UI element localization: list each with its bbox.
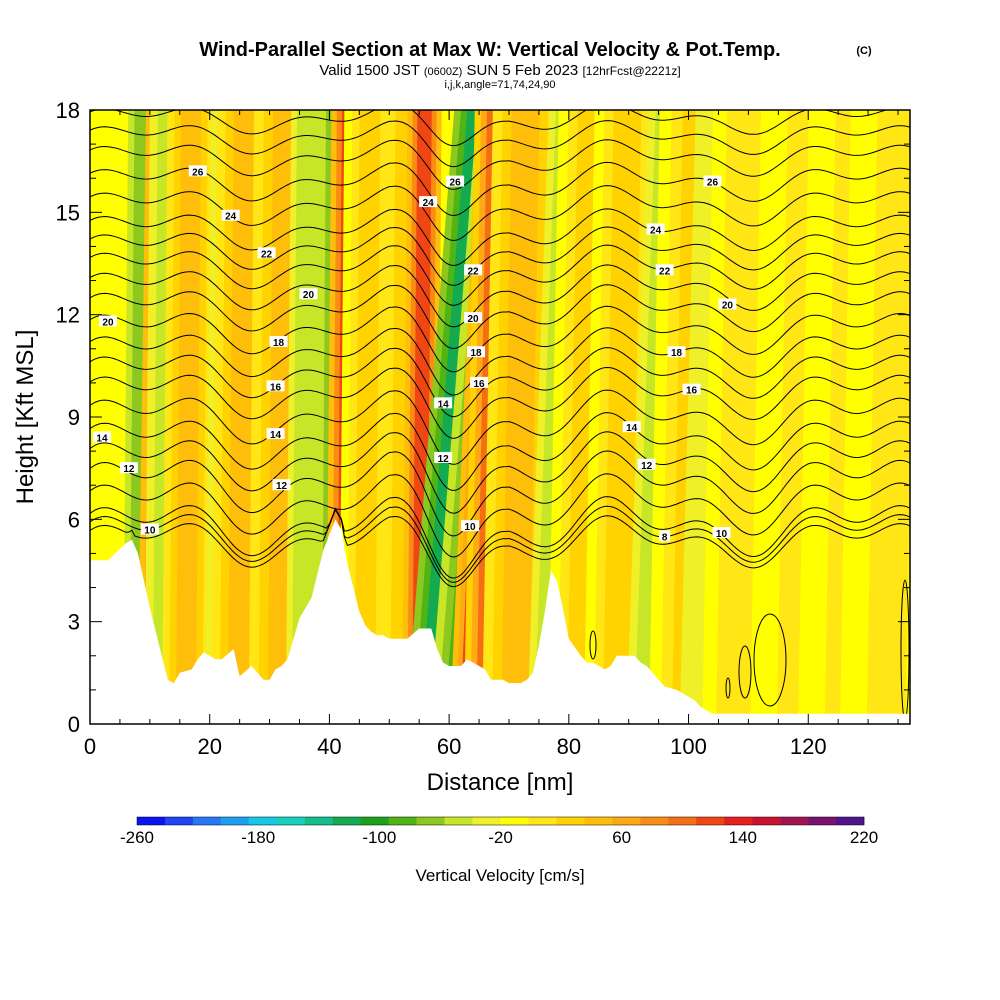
contour-label: 20 — [102, 317, 114, 328]
colorbar-tick-label: 60 — [612, 828, 631, 847]
colorbar-tick-label: -100 — [362, 828, 396, 847]
colorbar-swatch — [445, 817, 473, 825]
contour-label: 20 — [468, 314, 480, 325]
contour-label: 24 — [423, 198, 435, 209]
contour-label: 14 — [438, 399, 450, 410]
colorbar-swatch — [836, 817, 864, 825]
x-tick-label: 60 — [437, 734, 461, 759]
colorbar-swatch — [305, 817, 333, 825]
colorbar-swatch — [612, 817, 640, 825]
contour-label: 20 — [303, 290, 315, 301]
chart-subtitle: Valid 1500 JST (0600Z) SUN 5 Feb 2023 [1… — [319, 62, 680, 79]
y-axis-label: Height [Kft MSL] — [12, 330, 39, 505]
x-tick-label: 120 — [790, 734, 827, 759]
colorbar-swatch — [668, 817, 696, 825]
colorbar-swatch — [249, 817, 277, 825]
y-tick-label: 0 — [68, 712, 80, 737]
x-axis-label: Distance [nm] — [427, 769, 574, 796]
plot-area: 26 24 22 20 18 16 14 12 20 14 12 10 26 24 22 20 18 16 14 12… — [90, 103, 943, 726]
colorbar-swatch — [752, 817, 780, 825]
colorbar-swatch — [389, 817, 417, 825]
contour-label: 26 — [192, 167, 204, 178]
colorbar-tick-label: -180 — [241, 828, 275, 847]
vertical-velocity-field — [123, 110, 943, 724]
colorbar-swatch — [724, 817, 752, 825]
contour-label: 26 — [707, 178, 719, 189]
colorbar-tick-label: -20 — [488, 828, 513, 847]
colorbar-swatch — [696, 817, 724, 825]
contour-label: 22 — [659, 266, 671, 277]
contour-label: 24 — [650, 225, 662, 236]
contour-label: 14 — [96, 433, 108, 444]
contour-label: 16 — [270, 382, 282, 393]
y-tick-label: 3 — [68, 610, 80, 635]
contour-label: 12 — [276, 481, 288, 492]
colorbar: -260 -180 -100 -20 60 140 220 — [120, 817, 878, 847]
colorbar-swatch — [165, 817, 193, 825]
x-tick-label: 0 — [84, 734, 96, 759]
x-tick-label: 20 — [197, 734, 221, 759]
contour-label: 10 — [716, 529, 728, 540]
chart-subtitle-indices: i,j,k,angle=71,74,24,90 — [444, 79, 555, 91]
colorbar-swatch — [417, 817, 445, 825]
colorbar-swatch — [501, 817, 529, 825]
contour-label: 16 — [473, 379, 485, 390]
chart-title-mark: (C) — [856, 45, 872, 57]
y-tick-label: 18 — [56, 98, 80, 123]
colorbar-swatch — [780, 817, 808, 825]
contour-label: 10 — [144, 526, 156, 537]
contour-label: 10 — [465, 522, 477, 533]
colorbar-swatch — [808, 817, 836, 825]
y-tick-label: 15 — [56, 200, 80, 225]
contour-label: 14 — [270, 430, 282, 441]
colorbar-swatch — [361, 817, 389, 825]
contour-label: 26 — [450, 178, 462, 189]
colorbar-swatch — [221, 817, 249, 825]
colorbar-label: Vertical Velocity [cm/s] — [415, 866, 584, 885]
colorbar-tick-label: 220 — [850, 828, 878, 847]
contour-label: 14 — [626, 423, 638, 434]
contour-label: 22 — [468, 266, 480, 277]
colorbar-swatch — [137, 817, 165, 825]
contour-label: 18 — [273, 338, 285, 349]
subtitle-utc: (0600Z) — [424, 66, 463, 78]
colorbar-swatch — [528, 817, 556, 825]
colorbar-tick-label: -260 — [120, 828, 154, 847]
colorbar-swatch — [556, 817, 584, 825]
contour-label: 16 — [686, 386, 698, 397]
colorbar-swatch — [473, 817, 501, 825]
subtitle-forecast: [12hrFcst@2221z] — [582, 64, 680, 78]
contour-label: 12 — [641, 461, 653, 472]
contour-label: 18 — [671, 348, 683, 359]
contour-label: 18 — [470, 348, 482, 359]
y-tick-label: 12 — [56, 303, 80, 328]
contour-label: 22 — [261, 249, 273, 260]
colorbar-tick-label: 140 — [729, 828, 757, 847]
x-tick-label: 40 — [317, 734, 341, 759]
contour-label: 24 — [225, 212, 237, 223]
subtitle-valid: Valid 1500 JST — [319, 62, 419, 79]
colorbar-swatch — [333, 817, 361, 825]
chart-figure: Wind-Parallel Section at Max W: Vertical… — [0, 0, 1000, 1000]
x-tick-label: 80 — [557, 734, 581, 759]
chart-title: Wind-Parallel Section at Max W: Vertical… — [199, 39, 780, 61]
colorbar-swatch — [584, 817, 612, 825]
contour-label: 12 — [438, 454, 450, 465]
colorbar-swatch — [640, 817, 668, 825]
y-tick-label: 9 — [68, 405, 80, 430]
subtitle-date: SUN 5 Feb 2023 — [467, 62, 579, 79]
colorbar-swatch — [193, 817, 221, 825]
x-tick-label: 100 — [670, 734, 707, 759]
contour-label: 12 — [123, 464, 135, 475]
y-tick-label: 6 — [68, 507, 80, 532]
colorbar-swatch — [277, 817, 305, 825]
contour-label: 8 — [662, 532, 668, 543]
contour-label: 20 — [722, 300, 734, 311]
